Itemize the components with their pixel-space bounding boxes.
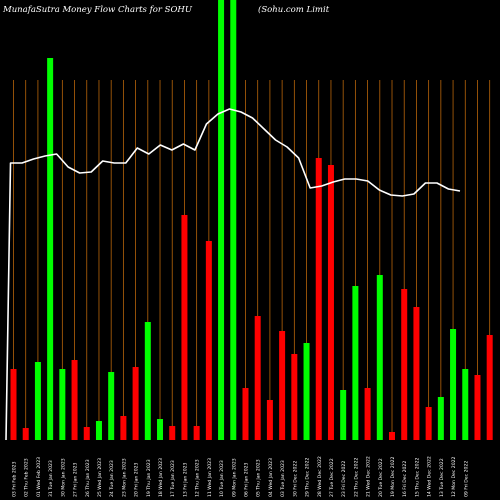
x-tick-label: 30 Fri Dec 2022 <box>292 461 298 497</box>
x-tick-label: 06 Fri Jan 2023 <box>243 462 249 497</box>
bar-down <box>254 316 261 440</box>
x-tick-label: 13 Tue Dec 2022 <box>439 458 445 497</box>
bar-down <box>413 307 420 440</box>
x-tick-label: 25 Wed Jan 2023 <box>97 458 103 497</box>
bar-up <box>108 372 115 440</box>
bar-up <box>340 390 347 440</box>
x-tick-label: 14 Wed Dec 2022 <box>427 456 433 497</box>
company-name: (Sohu.com Limit <box>258 5 330 15</box>
bar-up <box>303 343 310 440</box>
x-tick-label: 27 Fri Jan 2023 <box>73 462 79 497</box>
x-tick-label: 12 Thu Jan 2023 <box>195 459 201 497</box>
flow-line-series <box>5 108 461 441</box>
bar-up <box>59 369 66 440</box>
bar-up <box>34 362 41 440</box>
bar-down <box>315 158 322 440</box>
bar-down <box>425 407 432 440</box>
bar-down <box>181 215 188 440</box>
x-tick-label: 11 Wed Jan 2023 <box>207 458 213 497</box>
x-tick-label: 19 Mon Dec 2022 <box>390 456 396 497</box>
bar-up <box>95 421 102 440</box>
bar-down <box>205 241 212 440</box>
x-tick-label: 30 Mon Jan 2023 <box>60 458 66 497</box>
bar-up <box>47 58 54 440</box>
x-tick-label: 22 Thu Dec 2022 <box>353 457 359 497</box>
bar-down <box>193 426 200 440</box>
bar-up <box>450 329 457 440</box>
x-tick-label: 01 Wed Feb 2023 <box>36 457 42 497</box>
bar-up <box>230 0 237 440</box>
bar-up <box>462 369 469 440</box>
bar-down <box>266 400 273 440</box>
x-tick-label: 03 Fri Feb 2023 <box>12 461 18 497</box>
bar-down <box>364 388 371 440</box>
x-tick-label: 23 Fri Dec 2022 <box>341 461 347 497</box>
x-tick-label: 26 Thu Jan 2023 <box>85 459 91 497</box>
x-tick-label: 18 Wed Jan 2023 <box>158 458 164 497</box>
x-tick-label: 03 Tue Jan 2023 <box>280 460 286 497</box>
x-tick-label: 19 Thu Jan 2023 <box>146 459 152 497</box>
bar-up <box>144 322 151 440</box>
x-tick-label: 20 Fri Jan 2023 <box>134 462 140 497</box>
x-tick-label: 20 Tue Dec 2022 <box>378 458 384 497</box>
x-tick-label: 17 Tue Jan 2023 <box>170 460 176 497</box>
x-tick-label: 31 Tue Jan 2023 <box>48 460 54 497</box>
bar-series <box>10 0 493 440</box>
x-tick-label: 29 Thu Dec 2022 <box>305 457 311 497</box>
bar-down <box>71 360 78 440</box>
x-tick-label: 23 Mon Jan 2023 <box>121 458 127 497</box>
bar-up <box>157 419 164 440</box>
bar-down <box>327 165 334 440</box>
bar-up <box>218 0 225 440</box>
bar-up <box>376 275 383 440</box>
bar-down <box>486 335 493 440</box>
x-tick-label: 28 Wed Dec 2022 <box>317 456 323 497</box>
bar-down <box>242 388 249 440</box>
bar-down <box>169 426 176 440</box>
bar-down <box>10 369 17 440</box>
x-tick-label: 13 Fri Jan 2023 <box>182 462 188 497</box>
x-tick-label: 10 Tue Jan 2023 <box>219 460 225 497</box>
x-tick-label: 27 Tue Dec 2022 <box>329 458 335 497</box>
bar-down <box>83 427 90 440</box>
x-tick-label: 24 Tue Jan 2023 <box>109 460 115 497</box>
bar-down <box>22 428 29 440</box>
x-tick-label: 21 Wed Dec 2022 <box>366 456 372 497</box>
x-tick-label: 16 Fri Dec 2022 <box>402 461 408 497</box>
bar-up <box>437 397 444 440</box>
x-tick-labels: 03 Fri Feb 2023 02 Thu Feb 2023 01 Wed Feb… <box>12 456 470 497</box>
x-tick-label: 15 Thu Dec 2022 <box>414 457 420 497</box>
bar-down <box>120 416 127 440</box>
x-tick-label: 04 Wed Jan 2023 <box>268 458 274 497</box>
flow-line <box>5 108 461 441</box>
bar-up <box>352 286 359 440</box>
bar-down <box>401 289 408 440</box>
bar-down <box>132 367 139 440</box>
x-tick-label: 09 Mon Jan 2023 <box>231 458 237 497</box>
bar-down <box>389 432 396 440</box>
x-tick-label: 12 Mon Dec 2022 <box>451 456 457 497</box>
x-tick-label: 09 Fri Dec 2022 <box>463 461 469 497</box>
chart-title: MunafaSutra Money Flow Charts for SOHU <box>3 5 193 15</box>
x-tick-label: 05 Thu Jan 2023 <box>256 459 262 497</box>
x-tick-label: 02 Thu Feb 2023 <box>24 458 30 497</box>
bar-down <box>291 354 298 440</box>
bar-down <box>279 331 286 440</box>
bar-down <box>474 375 481 440</box>
